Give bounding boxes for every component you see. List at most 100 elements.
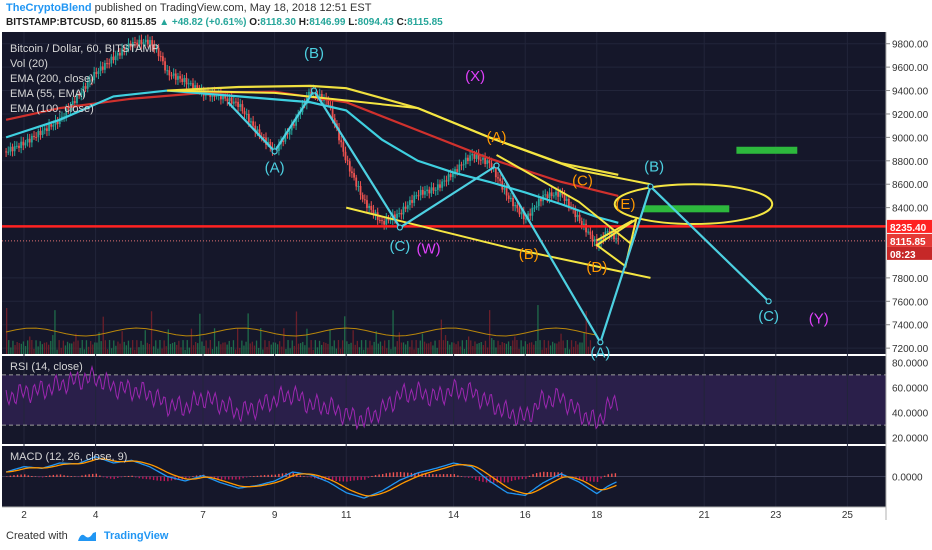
volume-bar [405, 344, 407, 354]
volume-bar [276, 344, 279, 354]
volume-bar [35, 340, 37, 354]
volume-bar [432, 345, 434, 354]
candle-body [104, 63, 106, 70]
candle-body [237, 101, 239, 108]
tradingview-brand[interactable]: TradingView [103, 530, 169, 542]
volume-bar [304, 345, 306, 354]
volume-bar [375, 331, 377, 354]
macd-hist-bar [113, 476, 115, 480]
volume-bar [113, 340, 115, 354]
y-tick-label: 8400.00 [892, 204, 929, 215]
macd-hist-bar [492, 476, 495, 483]
volume-bar [335, 348, 337, 354]
author-name[interactable]: TheCryptoBlend [6, 2, 92, 14]
candle-body [258, 129, 261, 137]
volume-bar [104, 340, 106, 354]
volume-bar [407, 341, 409, 354]
candle-body [346, 160, 349, 162]
macd-hist-bar [403, 472, 405, 477]
volume-bar [77, 340, 79, 354]
wave-label: (X) [465, 68, 485, 85]
volume-bar [440, 319, 442, 354]
macd-hist-bar [117, 476, 119, 479]
x-tick-label: 18 [591, 510, 603, 520]
volume-bar [342, 340, 344, 354]
macd-hist-bar [382, 474, 384, 477]
candle-body [331, 106, 334, 119]
candle-body [527, 213, 529, 219]
macd-hist-bar [249, 476, 251, 477]
candle-body [428, 189, 431, 194]
macd-hist-bar [74, 476, 76, 477]
candle-body [108, 63, 111, 65]
volume-bar [503, 342, 505, 354]
volume-bar [87, 346, 90, 354]
wave-label: (A) [590, 345, 610, 362]
volume-bar [75, 333, 77, 354]
macd-hist-bar [142, 476, 144, 479]
candle-body [284, 133, 287, 142]
volume-bar [205, 340, 207, 354]
candle-body [561, 191, 564, 196]
macd-hist-bar [13, 475, 15, 477]
candle-body [585, 223, 587, 233]
volume-bar [119, 343, 121, 354]
macd-hist-bar [27, 475, 29, 477]
volume-bar [125, 345, 127, 354]
candle-body [552, 195, 555, 197]
volume-bar [58, 340, 60, 354]
candle-body [194, 85, 197, 90]
volume-bar [291, 340, 293, 354]
candle-body [368, 205, 371, 209]
trading-chart[interactable]: (A) (B) (X) (A) (C) (W) (B) (C) (D) (E) (B) (C) (Y) (… [0, 32, 932, 520]
x-tick-label: 14 [448, 510, 460, 520]
price-mark-badge [887, 219, 932, 233]
candle-body [396, 213, 398, 219]
volume-bar [100, 341, 102, 354]
candle-body [97, 71, 100, 74]
candle-body [518, 208, 521, 215]
candle-body [73, 101, 76, 104]
macd-hist-bar [310, 476, 312, 478]
macd-hist-bar [188, 476, 191, 478]
volume-bar [10, 347, 12, 354]
volume-bar [222, 342, 224, 354]
candle-body [471, 154, 474, 156]
volume-bar [489, 310, 491, 354]
volume-bar [392, 310, 394, 354]
macd-hist-bar [156, 476, 158, 481]
candle-body [486, 160, 489, 165]
candle-body [411, 200, 413, 203]
candle-body [164, 61, 166, 71]
candle-body [378, 219, 381, 221]
volume-bar [339, 348, 342, 354]
candle-body [220, 93, 222, 100]
volume-bar [228, 340, 230, 354]
candle-body [24, 142, 27, 146]
volume-bar [12, 340, 14, 354]
x-tick-label: 9 [272, 510, 278, 520]
volume-bar [213, 328, 216, 354]
wave-label: (B) [644, 158, 664, 175]
low-value: 8094.43 [357, 17, 394, 28]
candle-body [557, 191, 560, 197]
candle-body [168, 70, 171, 76]
candle-body [338, 128, 340, 141]
candle-body [185, 77, 188, 85]
candle-body [340, 140, 343, 143]
volume-bar [174, 342, 176, 354]
macd-hist-bar [106, 476, 108, 479]
y-tick-label: 9400.00 [892, 87, 929, 98]
candle-body [546, 194, 549, 199]
candle-body [329, 104, 332, 107]
target-box [736, 146, 798, 154]
candle-body [30, 135, 33, 143]
candle-body [39, 130, 42, 135]
candle-body [35, 136, 38, 138]
x-tick-label: 21 [699, 510, 711, 520]
macd-hist-bar [543, 471, 545, 477]
macd-hist-bar [138, 476, 140, 479]
candle-body [421, 189, 424, 195]
candle-body [591, 234, 594, 242]
low-label: L: [348, 17, 358, 28]
